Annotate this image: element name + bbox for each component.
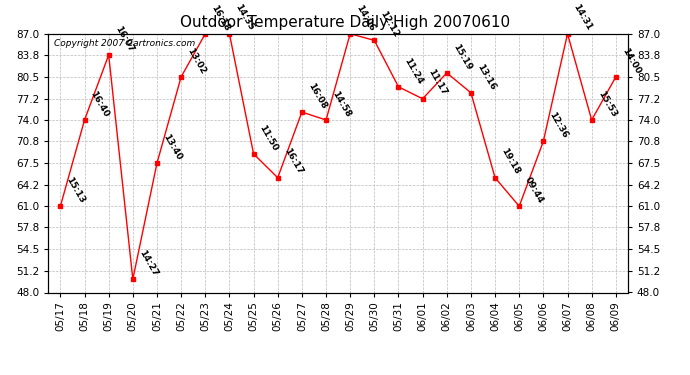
Text: 14:35: 14:35: [234, 3, 256, 32]
Text: 13:02: 13:02: [186, 46, 207, 75]
Text: 16:18: 16:18: [210, 3, 232, 32]
Text: 11:50: 11:50: [258, 123, 279, 153]
Text: 13:40: 13:40: [161, 132, 184, 162]
Text: 12:12: 12:12: [379, 10, 401, 39]
Text: 15:53: 15:53: [596, 89, 618, 118]
Text: 16:40: 16:40: [89, 89, 111, 118]
Text: 09:44: 09:44: [524, 176, 546, 205]
Text: 15:13: 15:13: [65, 176, 87, 205]
Text: 16:17: 16:17: [282, 147, 304, 176]
Text: 14:00: 14:00: [620, 46, 642, 75]
Text: 15:19: 15:19: [451, 42, 473, 72]
Text: Copyright 2007 Cartronics.com: Copyright 2007 Cartronics.com: [54, 39, 195, 48]
Text: 16:08: 16:08: [306, 81, 328, 111]
Text: 16:07: 16:07: [113, 24, 135, 54]
Text: 19:18: 19:18: [500, 147, 522, 176]
Text: 13:16: 13:16: [475, 62, 497, 92]
Text: 14:58: 14:58: [331, 89, 353, 118]
Text: 14:31: 14:31: [572, 3, 594, 32]
Text: 14:06: 14:06: [355, 3, 377, 32]
Text: 14:27: 14:27: [137, 248, 159, 278]
Text: 11:17: 11:17: [427, 68, 449, 98]
Text: Outdoor Temperature Daily High 20070610: Outdoor Temperature Daily High 20070610: [180, 15, 510, 30]
Text: 12:36: 12:36: [548, 111, 570, 140]
Text: 11:24: 11:24: [403, 56, 425, 86]
